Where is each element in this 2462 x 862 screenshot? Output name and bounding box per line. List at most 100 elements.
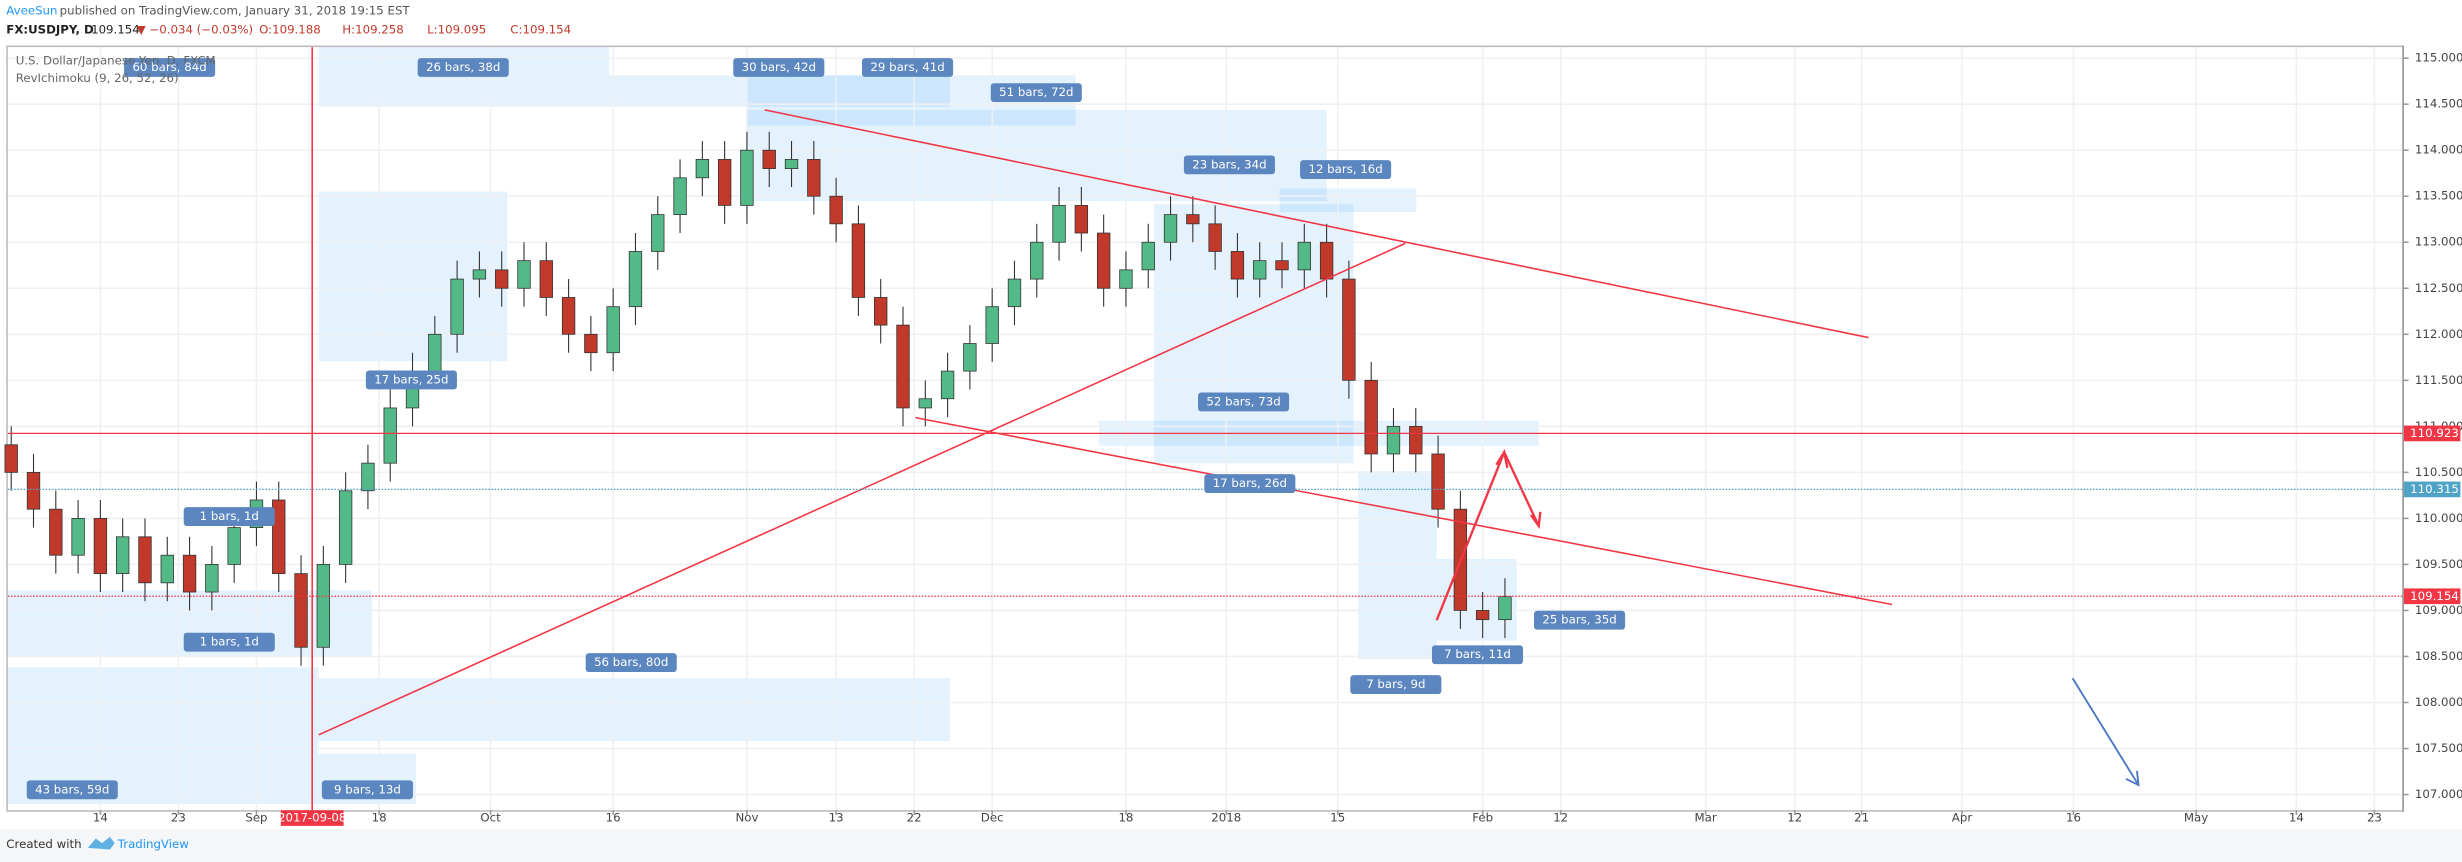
- candle-body: [1119, 269, 1133, 289]
- range-label: 60 bars, 84d: [132, 60, 206, 74]
- candle-body: [874, 297, 888, 326]
- footer-created: Created with: [6, 837, 81, 851]
- range-label: 12 bars, 16d: [1308, 162, 1382, 176]
- price-label: 110.923: [2410, 426, 2459, 440]
- x-tick-label: 23: [171, 811, 186, 825]
- range-label-box: [26, 780, 118, 800]
- candle-body: [1186, 214, 1200, 225]
- candle-body: [1074, 205, 1089, 234]
- overlay: 2017-09-08 110.923 110.315 109.154 60 bars, …: [7, 47, 2461, 826]
- range-label-box: [1204, 474, 1296, 494]
- candle-body: [495, 269, 509, 289]
- candle-body: [762, 149, 776, 170]
- candle-body: [1275, 260, 1289, 271]
- price-label-box: [2403, 425, 2461, 442]
- candle-body: [361, 462, 375, 492]
- candle-body: [1253, 260, 1267, 280]
- range-box: [1279, 188, 1417, 212]
- range-label: 30 bars, 42d: [742, 60, 816, 74]
- candle-body: [628, 251, 643, 308]
- candle-body: [673, 177, 687, 216]
- candle-body: [985, 306, 999, 344]
- blue-arrow: [2071, 677, 2140, 787]
- y-tick-label: 113.000: [2415, 235, 2462, 249]
- range-label-box: [1431, 645, 1524, 665]
- cursor-label-box: [280, 810, 344, 826]
- range-box: [609, 75, 950, 107]
- price-label: 110.315: [2410, 482, 2459, 496]
- logo: [87, 836, 115, 850]
- candle-body: [1431, 453, 1445, 510]
- candle-body: [272, 499, 286, 575]
- footer-brand[interactable]: TradingView: [117, 837, 189, 851]
- range-label-box: [862, 58, 954, 77]
- price-label: 109.154: [2410, 589, 2459, 603]
- y-tick-label: 110.000: [2415, 511, 2462, 525]
- range-label: 43 bars, 59d: [35, 782, 109, 796]
- candle-body: [138, 536, 152, 584]
- y-tick-label: 114.500: [2415, 97, 2462, 111]
- candle-body: [1141, 241, 1155, 271]
- x-tick-label: 13: [829, 811, 844, 825]
- range-label: 29 bars, 41d: [870, 60, 944, 74]
- candle-body: [695, 159, 710, 179]
- range-label: 17 bars, 26d: [1213, 476, 1287, 490]
- candle-body: [472, 269, 487, 280]
- change: ▼ −0.034 (−0.03%): [137, 22, 253, 36]
- x-tick-label: 23: [2367, 811, 2382, 825]
- arrow-head: [2125, 770, 2140, 787]
- arrow-line: [2071, 677, 2140, 786]
- candle-body: [93, 517, 108, 575]
- candle-body: [963, 343, 977, 372]
- range-label-box: [124, 58, 216, 77]
- ohlc: C:109.154: [510, 22, 571, 36]
- range-label: 17 bars, 25d: [374, 372, 448, 386]
- candle-body: [740, 149, 754, 206]
- y-tick-label: 113.500: [2415, 189, 2462, 203]
- y-tick-label: 115.000: [2415, 51, 2462, 65]
- y-tick-label: 108.500: [2415, 649, 2462, 663]
- candle-body: [1342, 278, 1356, 381]
- arrow-head: [1495, 449, 1509, 469]
- candle-body: [116, 536, 130, 575]
- trend-line: [915, 416, 1893, 606]
- last-price: 109.154: [91, 22, 140, 36]
- candle-body: [1096, 232, 1111, 289]
- x-tick-label: 12: [1553, 811, 1568, 825]
- range-label: 56 bars, 80d: [594, 655, 668, 669]
- price-label-box: [2403, 481, 2461, 498]
- range-label: 7 bars, 9d: [1366, 677, 1425, 691]
- y-tick-label: 112.000: [2415, 327, 2462, 341]
- candle-body: [1052, 205, 1066, 243]
- range-label: 9 bars, 13d: [334, 782, 401, 796]
- candle-body: [1409, 425, 1423, 455]
- ohlc: H:109.258: [342, 22, 403, 36]
- range-label-box: [417, 58, 509, 77]
- candle-body: [517, 260, 531, 289]
- candle-body: [160, 554, 174, 584]
- range-label-box: [1198, 392, 1290, 412]
- indicator-legend: RevIchimoku (9, 26, 52, 26): [16, 71, 179, 85]
- x-tick-label: Nov: [735, 811, 758, 825]
- x-tick-label: Dec: [981, 811, 1004, 825]
- y-tick-label: 109.500: [2415, 557, 2462, 571]
- range-label: 23 bars, 34d: [1192, 157, 1266, 171]
- range-label: 52 bars, 73d: [1206, 394, 1280, 408]
- candle-body: [1230, 251, 1245, 280]
- x-tick-label: 12: [1787, 811, 1802, 825]
- x-tick-label: Feb: [1472, 811, 1493, 825]
- range-label: 26 bars, 38d: [426, 60, 500, 74]
- y-tick-label: 112.500: [2415, 281, 2462, 295]
- candle-body: [829, 195, 843, 225]
- candle-body: [1498, 596, 1512, 621]
- range-label: 51 bars, 72d: [999, 85, 1073, 99]
- candle-body: [1386, 425, 1401, 455]
- range-label: 1 bars, 1d: [200, 635, 259, 649]
- author[interactable]: AveeSun: [6, 3, 57, 17]
- x-tick-label: 18: [372, 811, 387, 825]
- x-tick-label: Apr: [1952, 811, 1973, 825]
- candle-body: [1297, 241, 1311, 271]
- candle-body: [205, 564, 219, 593]
- candle-body: [4, 444, 18, 473]
- candles: [4, 131, 1512, 666]
